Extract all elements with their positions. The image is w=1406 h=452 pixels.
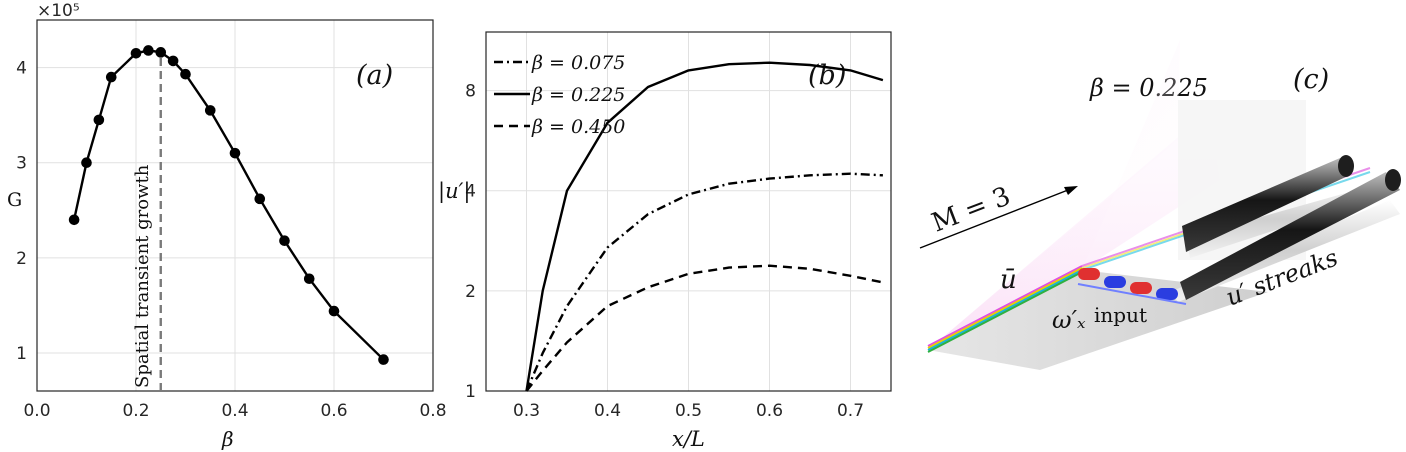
- bl-edge-green: [927, 271, 1083, 353]
- mach-arrow-head: [1064, 186, 1078, 195]
- panel-c-mach-label: M = 3: [928, 181, 1015, 238]
- streak-tip-2: [1385, 169, 1401, 191]
- panel-a-point: [105, 71, 117, 83]
- panel-b-axes-box: [485, 31, 892, 392]
- panel-c-omega-label: ω′ₓ: [1052, 306, 1086, 334]
- panel-b-grid: [486, 32, 891, 391]
- panel-a-points: [68, 45, 389, 365]
- mach-arrow-shaft: [919, 189, 1069, 249]
- panel-a-axes-box: [36, 19, 434, 392]
- panel-b-series-1: [525, 61, 884, 392]
- panel-c-input-label: input: [1094, 303, 1147, 327]
- panel-a-point: [229, 147, 241, 159]
- panel-a-point: [279, 235, 290, 246]
- bl-edge-magenta: [927, 265, 1083, 347]
- panel-b-legend: β = 0.075 β = 0.225 β = 0.450: [494, 52, 625, 138]
- omega-blob-red-2: [1130, 282, 1152, 294]
- panel-b-ytick-label: 2: [465, 282, 476, 302]
- panel-a-point: [180, 68, 191, 80]
- omega-underline: [1077, 283, 1187, 305]
- panel-a-point: [93, 114, 105, 126]
- panel-a-ytick-label: 3: [16, 154, 27, 174]
- bl-edge-yellow: [927, 267, 1083, 349]
- panel-b-xlabel: x/L: [672, 427, 705, 451]
- panel-b-xtick-label: 0.4: [594, 401, 621, 421]
- streak-tip-1: [1338, 155, 1354, 177]
- panel-a-grid: [37, 20, 433, 391]
- streak-dark-1: [1182, 158, 1352, 252]
- panel-b-xtick-label: 0.6: [756, 401, 783, 421]
- panel-a-panel-label: (a): [356, 60, 393, 91]
- panel-a-ytick-label: 2: [16, 249, 27, 269]
- panel-b-ticks: 0.3 0.4 0.5 0.6 0.7 1 2 4 8: [465, 82, 864, 421]
- legend-label-beta-0450: β = 0.450: [531, 116, 625, 138]
- omega-blob-blue-2: [1156, 288, 1178, 300]
- panel-c-beta-label: β = 0.225: [1089, 74, 1208, 102]
- panel-a-point: [155, 47, 167, 58]
- panel-a-xtick-label: 0.0: [23, 401, 50, 421]
- panel-a-vline-label: Spatial transient growth: [132, 164, 153, 388]
- panel-a-xtick-label: 0.8: [419, 401, 446, 421]
- panel-a-point: [303, 273, 315, 285]
- panel-a-ytick-label: 4: [16, 59, 27, 79]
- panel-b-ylabel: |u′|: [438, 179, 470, 204]
- panel-c-ubar-label: ū: [1000, 265, 1017, 295]
- panel-a-xtick-label: 0.4: [221, 401, 248, 421]
- panel-b-series: [525, 61, 884, 392]
- streak-dark-2: [1180, 172, 1400, 300]
- panel-a-point: [204, 105, 216, 116]
- panel-b-ytick-label: 4: [465, 182, 476, 202]
- legend-label-beta-0225: β = 0.225: [531, 84, 625, 106]
- panel-a-point: [68, 214, 80, 226]
- panel-a: 0.0 0.2 0.4 0.6 0.8 1 2 3 4 ×10⁵ G β (a) Spatial…: [7, 1, 447, 451]
- panel-b-xtick-label: 0.5: [675, 401, 702, 421]
- bl-edge-cyan: [927, 269, 1083, 351]
- panel-a-point: [130, 47, 142, 59]
- panel-b-xtick-label: 0.7: [837, 401, 864, 421]
- panel-b-ytick-label: 8: [465, 82, 476, 102]
- panel-a-xlabel: β: [221, 427, 234, 451]
- panel-a-point: [167, 55, 179, 67]
- panel-a-ylabel: G: [7, 189, 22, 211]
- omega-blob-red-1: [1078, 268, 1100, 280]
- omega-blob-blue-1: [1104, 276, 1126, 288]
- panel-b-series-2: [525, 264, 884, 392]
- inflow-profile-plane: [928, 110, 1220, 350]
- panel-a-point: [328, 305, 340, 317]
- panel-c-panel-label: (c): [1293, 64, 1329, 95]
- panel-b-series-0: [525, 172, 883, 392]
- panel-a-exponent-label: ×10⁵: [37, 1, 80, 21]
- panel-a-ticks: 0.0 0.2 0.4 0.6 0.8 1 2 3 4: [16, 59, 446, 421]
- panel-a-xtick-label: 0.2: [122, 401, 149, 421]
- panel-a-point: [81, 157, 92, 168]
- panel-a-point: [378, 354, 389, 365]
- panel-c: β = 0.225 (c) M = 3 ū ω: [919, 40, 1401, 370]
- panel-b-ytick-label: 1: [465, 382, 476, 402]
- panel-a-line: [72, 49, 385, 361]
- panel-a-point: [143, 45, 154, 56]
- panel-a-ytick-label: 1: [16, 344, 27, 364]
- panel-a-point: [254, 193, 266, 205]
- panel-a-xtick-label: 0.6: [320, 401, 347, 421]
- panel-b-xtick-label: 0.3: [513, 401, 540, 421]
- legend-label-beta-0075: β = 0.075: [531, 52, 625, 74]
